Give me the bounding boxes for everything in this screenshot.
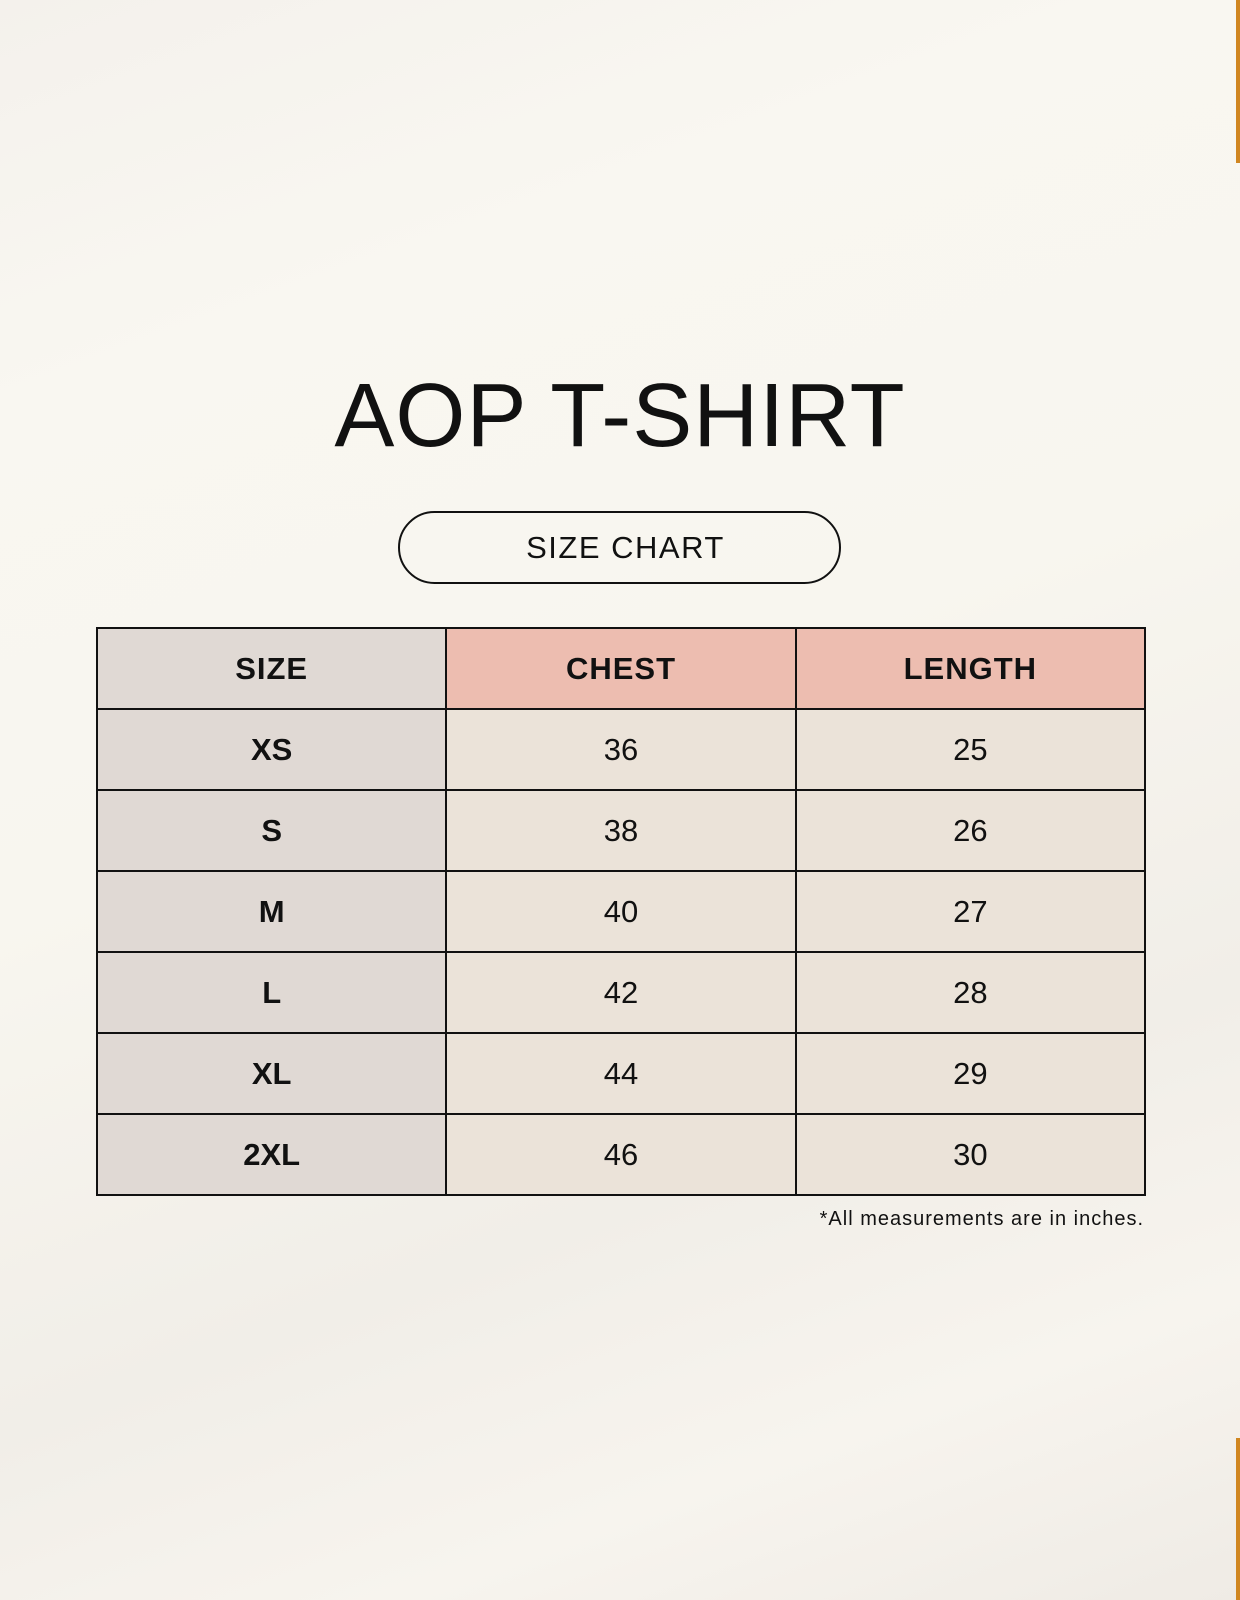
measurement-note: *All measurements are in inches. [819,1208,1144,1230]
accent-bar-bottom [1236,1438,1240,1600]
cell-size: XL [95,1032,448,1115]
cell-length: 30 [794,1113,1147,1196]
header-chest: CHEST [445,627,797,710]
cell-size: S [95,789,448,872]
size-table: SIZE CHEST LENGTH XS 36 25 S 38 26 M 40 27 L 42 28 X… [95,627,1147,1196]
cell-length: 29 [794,1032,1147,1115]
table-row: S 38 26 [95,789,1147,872]
size-chart-label: SIZE CHART [398,511,841,584]
cell-size: XS [95,708,448,791]
cell-length: 26 [794,789,1147,872]
header-size: SIZE [95,627,448,710]
table-row: M 40 27 [95,870,1147,953]
page-title: AOP T-SHIRT [334,366,906,466]
cell-length: 28 [794,951,1147,1034]
cell-chest: 46 [445,1113,797,1196]
table-row: XS 36 25 [95,708,1147,791]
accent-bar-top [1236,0,1240,163]
table-row: L 42 28 [95,951,1147,1034]
cell-chest: 42 [445,951,797,1034]
cell-chest: 38 [445,789,797,872]
table-row: 2XL 46 30 [95,1113,1147,1196]
cell-length: 25 [794,708,1147,791]
cell-length: 27 [794,870,1147,953]
cell-size: 2XL [95,1113,448,1196]
table-row: XL 44 29 [95,1032,1147,1115]
header-length: LENGTH [794,627,1147,710]
cell-size: M [95,870,448,953]
cell-chest: 36 [445,708,797,791]
cell-chest: 40 [445,870,797,953]
table-header-row: SIZE CHEST LENGTH [95,627,1147,710]
cell-size: L [95,951,448,1034]
cell-chest: 44 [445,1032,797,1115]
